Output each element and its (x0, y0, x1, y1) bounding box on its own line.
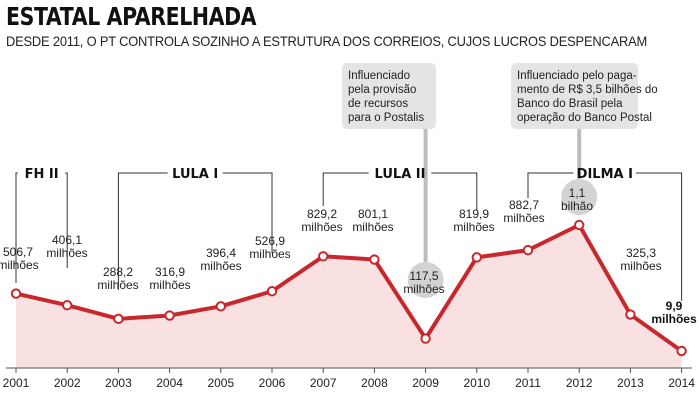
period-bracket-left (117, 172, 168, 290)
annotation-text-2009: pela provisão (348, 84, 416, 96)
chart-title: ESTATAL APARELHADA (6, 2, 257, 31)
data-point-2004 (164, 310, 175, 321)
value-label-2012: 1,1 (569, 186, 586, 200)
data-point-2012 (574, 219, 585, 231)
x-tick-label-2013: 2013 (617, 376, 644, 390)
annotation-box-2012 (511, 63, 638, 129)
data-point-2013 (625, 309, 636, 320)
x-tick-label-2014: 2014 (668, 376, 695, 390)
value-label-2011: 882,7 (509, 198, 539, 212)
annotation-text-2012: operação do Banco Postal (517, 112, 652, 124)
period-bracket-right (222, 172, 273, 253)
data-point-2009 (420, 333, 431, 344)
value-label-2009: 117,5 (409, 269, 438, 283)
period-bracket-right (65, 172, 68, 268)
value-label-2010: milhões (453, 220, 494, 234)
data-point-2005 (215, 301, 227, 312)
period-label-lula-ii: LULA II (375, 167, 426, 182)
x-tick-label-2001: 2001 (3, 376, 30, 390)
value-highlight-circle-2012 (561, 179, 598, 215)
series-line (15, 223, 683, 353)
data-point-2002 (61, 300, 73, 311)
x-tick-label-2008: 2008 (361, 376, 388, 390)
annotation-box-2009 (342, 63, 436, 129)
value-label-2012: bilhão (561, 199, 593, 213)
value-label-2007: milhões (301, 220, 342, 234)
value-label-2005: milhões (200, 259, 241, 273)
x-tick-label-2007: 2007 (310, 376, 337, 390)
value-label-2006: 526,9 (255, 234, 285, 248)
x-tick-label-2006: 2006 (259, 376, 286, 390)
data-point-2003 (113, 313, 124, 325)
x-tick-label-2003: 2003 (105, 376, 132, 390)
value-label-2003: milhões (97, 278, 138, 292)
period-bracket-right (431, 172, 478, 210)
period-label-lula-i: LULA I (172, 167, 218, 182)
value-label-2005: 396,4 (206, 246, 236, 260)
value-highlight-circle-2009 (407, 262, 444, 298)
value-label-2007: 829,2 (307, 207, 337, 221)
data-point-2006 (266, 286, 278, 297)
data-point-2001 (10, 288, 22, 299)
annotation-text-2012: Influenciado pelo paga- (517, 70, 637, 82)
annotation-text-2009: de recursos (348, 98, 408, 110)
x-tick-label-2011: 2011 (515, 376, 541, 390)
x-tick-label-2002: 2002 (54, 376, 81, 390)
annotation-text-2012: Banco do Brasil pela (517, 98, 623, 110)
value-label-2008: milhões (352, 220, 393, 234)
x-tick-label-2010: 2010 (463, 376, 490, 390)
value-label-2014: milhões (651, 312, 697, 326)
value-label-2013: 325,3 (626, 246, 656, 260)
x-tick-label-2009: 2009 (412, 376, 439, 390)
value-label-2002: 406,1 (52, 233, 82, 247)
value-label-2009: milhões (403, 282, 444, 296)
x-tick-label-2005: 2005 (207, 376, 234, 390)
x-tick-label-2004: 2004 (156, 376, 183, 390)
data-point-2014 (676, 345, 687, 357)
value-label-2008: 801,1 (358, 207, 388, 221)
data-point-2011 (522, 244, 534, 256)
data-point-2008 (369, 254, 380, 265)
value-label-2004: 316,9 (155, 265, 185, 279)
value-label-2001: 506,7 (3, 245, 33, 259)
annotation-text-2009: para o Postalis (348, 112, 424, 124)
x-tick-label-2012: 2012 (566, 376, 593, 390)
value-label-2013: milhões (620, 259, 661, 273)
period-bracket-right (636, 172, 683, 301)
value-label-2014: 9,9 (666, 299, 683, 313)
annotation-text-2009: Influenciado (348, 70, 410, 82)
period-label-fh-ii: FH II (25, 167, 59, 182)
annotation-text-2012: mento de R$ 3,5 bilhões do (517, 84, 658, 96)
value-label-2002: milhões (46, 246, 87, 260)
value-label-2011: milhões (503, 211, 544, 225)
period-bracket-left (15, 172, 18, 283)
value-label-2003: 288,2 (103, 265, 133, 279)
value-label-2006: milhões (249, 247, 290, 261)
period-bracket-left (527, 172, 574, 198)
data-point-2007 (318, 251, 329, 262)
value-label-2010: 819,9 (459, 207, 489, 221)
period-bracket-left (322, 172, 369, 206)
value-label-2004: milhões (149, 278, 190, 292)
value-label-2001: milhões (0, 258, 39, 272)
data-point-2010 (471, 252, 482, 263)
chart-subtitle: DESDE 2011, O PT CONTROLA SOZINHO A ESTR… (6, 33, 648, 49)
period-label-dilma-i: DILMA I (577, 167, 633, 182)
area-fill (16, 225, 682, 368)
